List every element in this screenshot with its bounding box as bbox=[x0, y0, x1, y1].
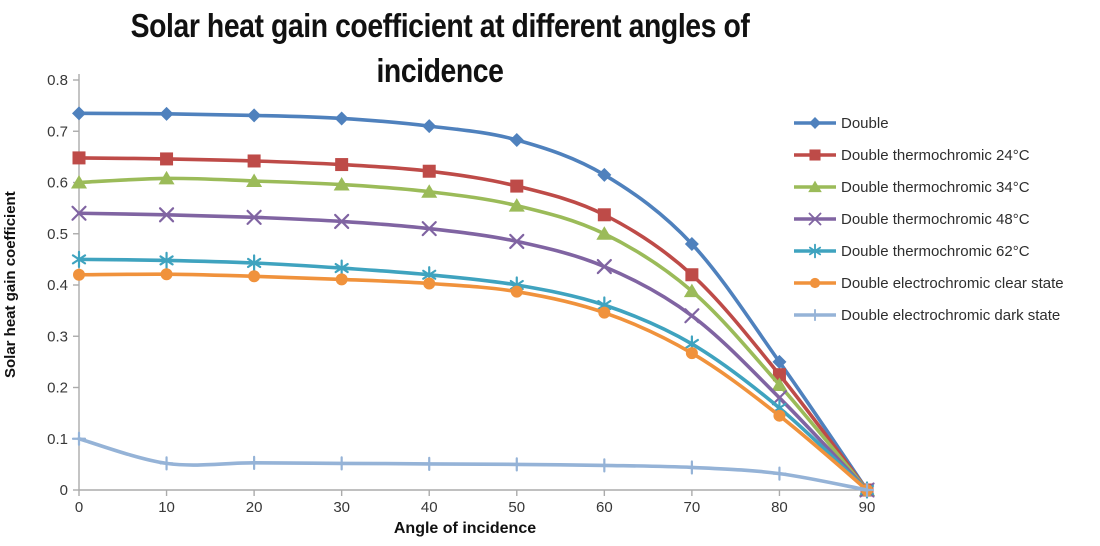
series-1 bbox=[72, 151, 874, 497]
axes: 0 0.1 0.2 0.3 0.4 0.5 0.6 0.7 0.8 0 10 20 30 40 50 60 70… bbox=[47, 72, 875, 516]
series-5 bbox=[73, 268, 873, 496]
series-markers bbox=[72, 151, 874, 497]
series-markers bbox=[71, 170, 875, 496]
legend: Double Double thermochromic 24°C Double th… bbox=[792, 107, 1064, 331]
x-tick-label: 60 bbox=[596, 499, 613, 516]
series-6 bbox=[71, 431, 875, 498]
series-markers bbox=[71, 205, 875, 498]
legend-item: Double electrochromic clear state bbox=[792, 267, 1064, 299]
series-markers bbox=[71, 250, 875, 499]
y-tick-label: 0 bbox=[60, 482, 68, 499]
legend-item: Double thermochromic 48°C bbox=[792, 203, 1064, 235]
legend-marker-diamond-icon bbox=[794, 117, 836, 129]
legend-item: Double thermochromic 24°C bbox=[792, 139, 1064, 171]
x-tick-label: 90 bbox=[859, 499, 876, 516]
x-tick-label: 20 bbox=[246, 499, 263, 516]
y-tick-label: 0.2 bbox=[47, 380, 68, 397]
series-markers bbox=[73, 268, 873, 496]
legend-label: Double thermochromic 34°C bbox=[841, 178, 1030, 196]
y-tick-label: 0.8 bbox=[47, 72, 68, 89]
series-4 bbox=[71, 250, 875, 499]
chart-title-line1: Solar heat gain coefficient at different… bbox=[130, 7, 750, 44]
legend-marker-plus-icon bbox=[794, 308, 836, 322]
x-tick-label: 80 bbox=[771, 499, 788, 516]
y-tick-label: 0.6 bbox=[47, 175, 68, 192]
series-line bbox=[77, 111, 869, 492]
legend-item: Double electrochromic dark state bbox=[792, 299, 1064, 331]
legend-marker-square-icon bbox=[794, 149, 836, 161]
legend-item: Double bbox=[792, 107, 1064, 139]
x-tick-label: 70 bbox=[684, 499, 701, 516]
y-tick-label: 0.3 bbox=[47, 328, 68, 345]
legend-item: Double thermochromic 34°C bbox=[792, 171, 1064, 203]
legend-marker-triangle-icon bbox=[794, 180, 836, 193]
series-line bbox=[77, 176, 869, 492]
series-line bbox=[77, 436, 869, 492]
series-2 bbox=[71, 170, 875, 496]
y-tick-label: 0.7 bbox=[47, 123, 68, 140]
legend-label: Double thermochromic 62°C bbox=[841, 242, 1030, 260]
series-markers bbox=[71, 431, 875, 498]
y-tick-label: 0.4 bbox=[47, 277, 68, 294]
series-line bbox=[77, 156, 869, 492]
series-3 bbox=[71, 205, 875, 498]
legend-item: Double thermochromic 62°C bbox=[792, 235, 1064, 267]
legend-marker-x-icon bbox=[794, 212, 836, 226]
x-tick-label: 10 bbox=[158, 499, 175, 516]
legend-label: Double electrochromic clear state bbox=[841, 274, 1064, 292]
chart-title-line2: incidence bbox=[376, 52, 504, 89]
legend-marker-circle-icon bbox=[794, 277, 836, 289]
y-tick-label: 0.5 bbox=[47, 226, 68, 243]
x-tick-label: 0 bbox=[75, 499, 83, 516]
x-tick-label: 40 bbox=[421, 499, 438, 516]
legend-label: Double electrochromic dark state bbox=[841, 306, 1061, 324]
legend-label: Double thermochromic 24°C bbox=[841, 146, 1030, 164]
x-axis-title: Angle of incidence bbox=[393, 520, 537, 537]
legend-label: Double bbox=[841, 114, 889, 132]
x-tick-label: 30 bbox=[333, 499, 350, 516]
series-markers bbox=[72, 106, 874, 497]
legend-marker-asterisk-icon bbox=[794, 243, 836, 259]
x-tick-label: 50 bbox=[508, 499, 525, 516]
series-line bbox=[77, 257, 869, 492]
series-line bbox=[77, 211, 869, 492]
chart-title: Solar heat gain coefficient at different… bbox=[122, 3, 758, 93]
series-line bbox=[77, 272, 869, 492]
y-tick-label: 0.1 bbox=[47, 431, 68, 448]
series-0 bbox=[72, 106, 874, 497]
legend-label: Double thermochromic 48°C bbox=[841, 210, 1030, 228]
